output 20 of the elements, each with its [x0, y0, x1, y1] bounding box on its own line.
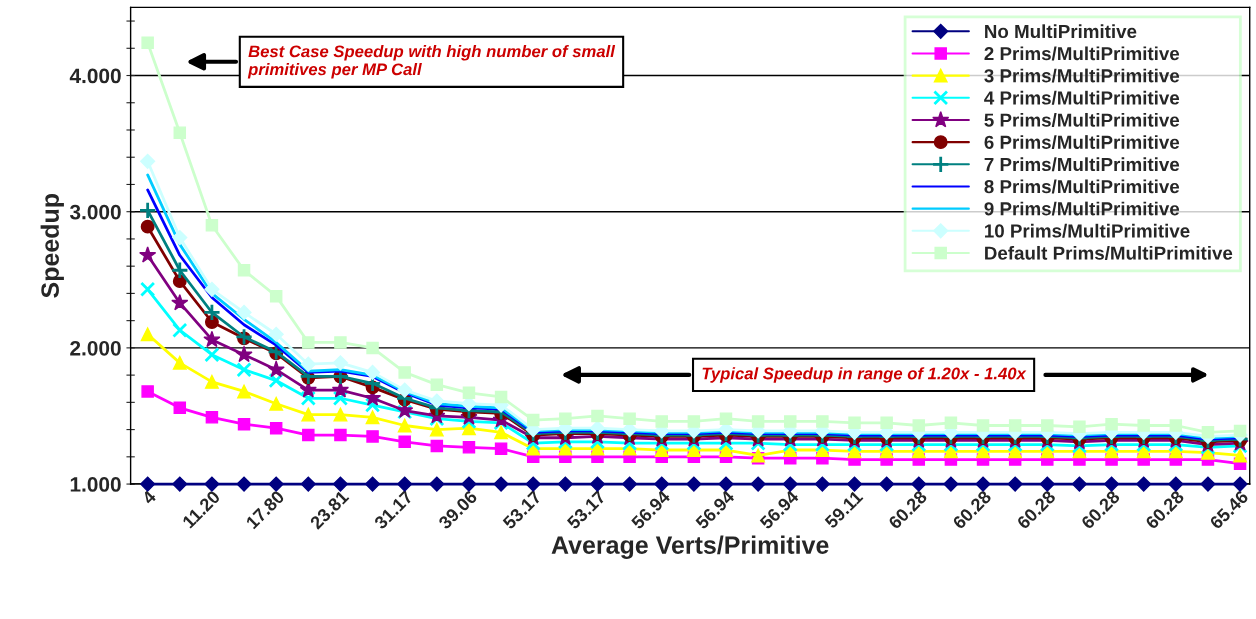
legend-label: Default Prims/MultiPrimitive [985, 245, 1233, 260]
legend-label: 4 Prims/MultiPrimitive [984, 90, 1180, 105]
x-tick-label: 4 [141, 489, 157, 506]
y-tick-label: 4.000 [69, 68, 121, 84]
y-tick-label: 3.000 [69, 204, 121, 220]
legend-label: 2 Prims/MultiPrimitive [984, 46, 1180, 61]
annotation: Best Case Speedup with high number of small primitives per MP Call [247, 45, 616, 79]
legend-label: 3 Prims/MultiPrimitive [984, 68, 1180, 83]
legend-label: 8 Prims/MultiPrimitive [984, 179, 1180, 194]
annotation: Typical Speedup in range of 1.20x - 1.40x [702, 367, 1027, 383]
y-tick-label: 1.000 [70, 477, 121, 492]
legend-label: No MultiPrimitive [985, 24, 1137, 39]
legend-label: 6 Prims/MultiPrimitive [984, 135, 1180, 150]
legend-label: 5 Prims/MultiPrimitive [984, 112, 1180, 127]
legend-label: 9 Prims/MultiPrimitive [984, 201, 1180, 216]
y-tick-label: 2.000 [70, 340, 121, 356]
x-axis-title: Average Verts/Primitive [551, 535, 829, 559]
legend-label: 10 Prims/MultiPrimitive [985, 223, 1190, 238]
y-axis-title: Speedup [40, 193, 64, 298]
legend-label: 7 Prims/MultiPrimitive [984, 157, 1180, 172]
